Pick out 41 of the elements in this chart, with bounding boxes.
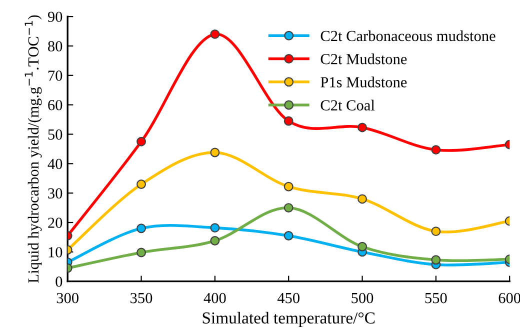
point [284, 231, 294, 240]
point [358, 194, 367, 204]
x-axis-title: Simulated temperature/°C [202, 312, 375, 327]
point [431, 255, 441, 265]
y-tick-label: 10 [48, 247, 62, 258]
legend-label: C2t Carbonaceous mudstone [320, 30, 496, 42]
legend-label: C2t Mudstone [320, 54, 407, 64]
y-tick-label: 40 [48, 158, 62, 170]
y-tick-label: 70 [48, 70, 62, 81]
point [136, 248, 146, 258]
x-tick-label: 500 [352, 292, 374, 304]
point [431, 145, 441, 155]
point [210, 148, 220, 158]
point [284, 182, 294, 192]
x-tick-label: 300 [56, 292, 78, 304]
point [210, 223, 220, 233]
legend-label: C2t Coal [320, 100, 375, 110]
legend-label: P1s Mudstone [320, 76, 407, 88]
y-tick-label: 0 [56, 276, 62, 287]
y-tick-label: 50 [48, 129, 62, 140]
point [210, 29, 220, 39]
x-tick-label: 400 [204, 292, 226, 304]
y-tick-label: 80 [48, 41, 62, 52]
x-tick-label: 450 [277, 292, 300, 304]
point [431, 226, 441, 236]
point [210, 236, 220, 246]
point [358, 122, 367, 132]
y-axis-title: Liquid hydrocarbon yield/(mg.g$^{−1}$.TOC$^{−1}$) [24, 15, 42, 283]
x-tick-label: 550 [425, 292, 447, 304]
point [284, 203, 294, 213]
y-tick-label: 90 [48, 12, 62, 22]
point [284, 116, 294, 126]
x-tick-label: 600 [498, 292, 520, 304]
point [136, 136, 146, 146]
y-tick-label: 60 [48, 100, 62, 110]
y-tick-label: 20 [48, 218, 62, 228]
y-tick-label: 30 [48, 188, 62, 199]
point [136, 224, 146, 234]
point [358, 242, 367, 252]
x-tick-label: 350 [130, 292, 152, 304]
point [136, 180, 146, 189]
